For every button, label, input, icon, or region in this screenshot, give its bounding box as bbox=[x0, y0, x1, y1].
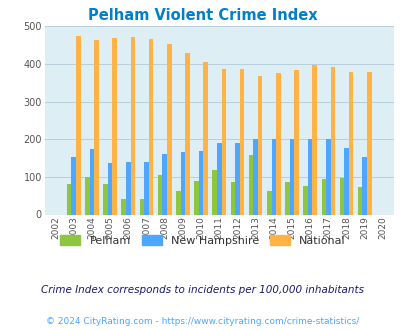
Bar bbox=[366, 72, 371, 215]
Bar bbox=[194, 181, 198, 214]
Bar bbox=[221, 69, 226, 215]
Bar bbox=[239, 69, 244, 215]
Legend: Pelham, New Hampshire, National: Pelham, New Hampshire, National bbox=[56, 231, 349, 250]
Bar bbox=[166, 44, 171, 214]
Bar bbox=[180, 152, 185, 214]
Bar bbox=[271, 139, 275, 214]
Bar bbox=[203, 62, 207, 214]
Bar bbox=[257, 77, 262, 215]
Bar bbox=[303, 186, 307, 214]
Text: Pelham Violent Crime Index: Pelham Violent Crime Index bbox=[88, 8, 317, 23]
Bar bbox=[253, 139, 257, 214]
Bar bbox=[321, 179, 325, 214]
Bar bbox=[230, 182, 234, 214]
Bar bbox=[126, 162, 130, 214]
Bar bbox=[85, 177, 90, 215]
Bar bbox=[330, 67, 335, 214]
Bar bbox=[158, 175, 162, 214]
Bar bbox=[307, 139, 312, 214]
Bar bbox=[148, 39, 153, 214]
Bar bbox=[312, 65, 316, 214]
Bar bbox=[198, 150, 203, 214]
Bar bbox=[90, 149, 94, 214]
Text: © 2024 CityRating.com - https://www.cityrating.com/crime-statistics/: © 2024 CityRating.com - https://www.city… bbox=[46, 317, 359, 326]
Bar bbox=[112, 38, 117, 215]
Bar bbox=[103, 184, 108, 215]
Bar bbox=[343, 148, 348, 214]
Bar bbox=[248, 155, 253, 214]
Bar bbox=[266, 191, 271, 214]
Bar bbox=[139, 199, 144, 214]
Bar bbox=[76, 36, 80, 214]
Bar bbox=[275, 73, 280, 215]
Bar bbox=[339, 178, 343, 214]
Text: Crime Index corresponds to incidents per 100,000 inhabitants: Crime Index corresponds to incidents per… bbox=[41, 285, 364, 295]
Bar bbox=[284, 182, 289, 214]
Bar bbox=[176, 191, 180, 214]
Bar bbox=[121, 199, 126, 214]
Bar bbox=[357, 187, 362, 214]
Bar bbox=[185, 53, 189, 214]
Bar bbox=[216, 143, 221, 214]
Bar bbox=[234, 143, 239, 214]
Bar bbox=[144, 162, 148, 214]
Bar bbox=[94, 40, 98, 214]
Bar bbox=[71, 157, 76, 214]
Bar bbox=[325, 139, 330, 214]
Bar bbox=[162, 154, 166, 214]
Bar bbox=[212, 170, 216, 215]
Bar bbox=[67, 184, 71, 215]
Bar bbox=[348, 72, 352, 214]
Bar bbox=[294, 70, 298, 214]
Bar bbox=[108, 163, 112, 214]
Bar bbox=[289, 139, 294, 214]
Bar bbox=[130, 37, 135, 214]
Bar bbox=[362, 157, 366, 214]
